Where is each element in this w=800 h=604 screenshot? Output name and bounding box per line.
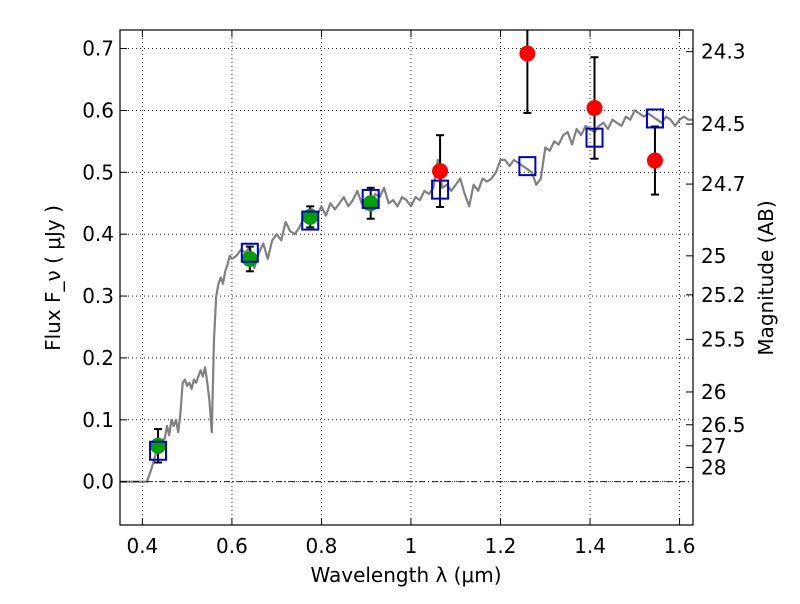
- y-tick-label: 0.5: [82, 160, 114, 184]
- x-tick-label: 1.2: [485, 534, 517, 558]
- data-point: [150, 437, 167, 454]
- model-flux-square: [645, 108, 664, 129]
- model-flux-square: [361, 188, 380, 209]
- grid: [120, 30, 693, 525]
- magnitude-tick-label: 24.3: [701, 40, 746, 64]
- model-flux-square: [301, 210, 320, 231]
- data-point: [646, 152, 663, 169]
- magnitude-tick-label: 24.7: [701, 172, 746, 196]
- y-tick-label: 0.6: [82, 98, 114, 122]
- magnitude-tick-label: 26.5: [701, 413, 746, 437]
- model-flux-square: [585, 127, 604, 148]
- data-markers: [149, 45, 664, 461]
- model-flux-square: [240, 242, 259, 263]
- x-axis-ticks: 0.4 0.6 0.8 1 1.2 1.4 1.6: [126, 30, 695, 558]
- data-point: [519, 45, 536, 62]
- y-tick-label: 0.0: [82, 470, 114, 494]
- magnitude-tick-label: 26: [701, 380, 726, 404]
- data-point: [586, 99, 603, 116]
- magnitude-tick-label: 25.2: [701, 283, 746, 307]
- y-axis-label: Flux F_ν ( μJy ): [41, 205, 65, 351]
- magnitude-tick-label: 24.5: [701, 112, 746, 136]
- y-tick-label: 0.1: [82, 408, 114, 432]
- model-flux-square: [431, 179, 450, 200]
- model-spectrum: [120, 109, 693, 483]
- magnitude-tick-label: 25: [701, 244, 726, 268]
- x-tick-label: 1.6: [664, 534, 696, 558]
- model-flux-square: [149, 440, 168, 461]
- x-tick-label: 0.6: [216, 534, 248, 558]
- y-tick-label: 0.3: [82, 284, 114, 308]
- plot-frame: [119, 29, 694, 526]
- x-tick-label: 0.8: [306, 534, 338, 558]
- data-point: [241, 250, 258, 267]
- magnitude-tick-label: 27: [701, 434, 726, 458]
- error-bars: [154, 30, 659, 464]
- model-flux-square: [518, 156, 537, 177]
- x-axis-label: Wavelength λ (μm): [310, 563, 501, 587]
- y-tick-label: 0.2: [82, 346, 114, 370]
- y-tick-label: 0.7: [82, 37, 114, 61]
- x-tick-label: 0.4: [126, 534, 158, 558]
- magnitude-tick-label: 28: [701, 455, 726, 479]
- magnitude-axis-label: Magnitude (AB): [754, 200, 778, 355]
- data-point: [432, 163, 449, 180]
- x-tick-label: 1.4: [574, 534, 606, 558]
- y-tick-label: 0.4: [82, 222, 114, 246]
- x-tick-label: 1: [405, 534, 418, 558]
- y-axis-ticks: 0.0 0.1 0.2 0.3 0.4 0.5 0.6 0.7: [82, 37, 127, 494]
- model-spectrum-line: [120, 109, 693, 483]
- magnitude-tick-label: 25.5: [701, 327, 746, 351]
